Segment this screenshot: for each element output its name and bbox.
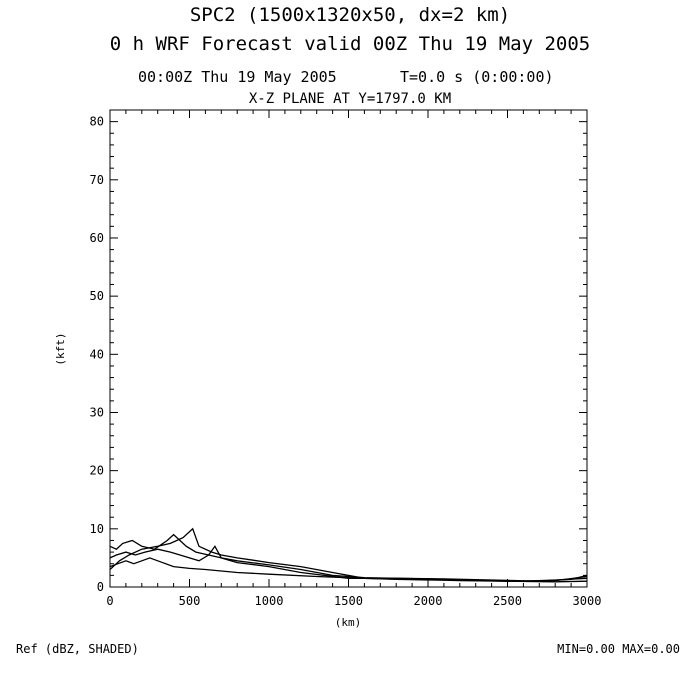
plot-title: SPC2 (1500x1320x50, dx=2 km): [189, 4, 511, 26]
x-tick-label: 1500: [334, 594, 363, 608]
plane-label: X-Z PLANE AT Y=1797.0 KM: [248, 91, 452, 107]
valid-time-label: 00:00Z Thu 19 May 2005: [138, 68, 337, 86]
field-label: Ref (dBZ, SHADED): [16, 642, 139, 656]
x-tick-label: 500: [179, 594, 201, 608]
simulation-time-label: T=0.0 s (0:00:00): [400, 68, 554, 86]
y-tick-label: 60: [90, 231, 104, 245]
y-tick-label: 20: [90, 464, 104, 478]
y-tick-label: 30: [90, 405, 104, 419]
x-tick-label: 3000: [573, 594, 602, 608]
y-tick-label: 80: [90, 115, 104, 129]
x-tick-label: 2000: [414, 594, 443, 608]
y-tick-label: 10: [90, 522, 104, 536]
x-tick-label: 0: [106, 594, 113, 608]
min-max-label: MIN=0.00 MAX=0.00: [557, 642, 680, 656]
y-tick-label: 40: [90, 347, 104, 361]
series-line: [109, 545, 588, 582]
plot-frame: [109, 109, 588, 588]
y-tick-label: 0: [97, 580, 104, 594]
x-tick-label: 2500: [493, 594, 522, 608]
y-tick-label: 50: [90, 289, 104, 303]
forecast-title: 0 h WRF Forecast valid 00Z Thu 19 May 20…: [109, 33, 591, 55]
x-tick-label: 1000: [255, 594, 284, 608]
y-axis-label: (kft): [54, 332, 67, 365]
series-line: [109, 533, 588, 582]
x-axis-label: (km): [335, 616, 362, 629]
series-line: [109, 557, 588, 583]
y-tick-label: 70: [90, 173, 104, 187]
